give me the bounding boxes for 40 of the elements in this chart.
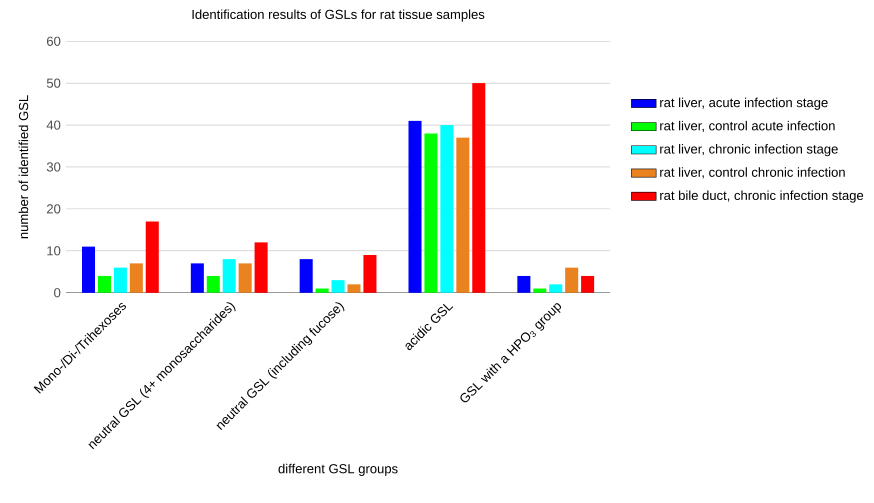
legend-label: rat liver, acute infection stage [660,98,828,110]
bar [130,263,143,293]
y-tick-label: 10 [47,246,60,256]
legend-label: rat bile duct, chronic infection stage [660,190,864,203]
bar [565,268,578,293]
bar [190,263,204,293]
bar [300,259,313,293]
bar [254,242,268,293]
x-axis-title: different GSL groups [278,464,398,476]
bar [206,276,220,293]
chart-title: Identification results of GSLs for rat tissue samples [192,9,484,22]
bar [114,268,127,293]
legend-label: rat liver, control chronic infection [660,167,845,178]
bar [238,263,252,293]
y-axis-title: number of identified GSL [18,95,28,238]
bar [533,288,546,293]
bar [456,138,470,293]
legend-label: rat liver, chronic infection stage [660,144,838,156]
bar [472,83,486,293]
bar [440,125,454,293]
legend-label: rat liver, control acute infection [660,120,835,132]
y-tick-label: 0 [54,288,60,298]
bar [347,284,361,293]
y-tick-label: 60 [47,36,60,46]
bar [82,246,96,293]
bar [316,288,329,293]
bar [408,120,422,293]
y-tick-label: 30 [46,162,60,172]
bar [517,276,530,293]
y-tick-label: 20 [47,204,60,214]
y-tick-label: 40 [46,120,60,130]
bar [332,280,345,293]
bar [98,276,111,293]
bar [424,133,438,293]
bar [363,255,376,293]
bar [549,284,562,293]
bar [222,259,236,293]
y-tick-label: 50 [46,78,60,88]
bar [581,276,594,293]
bar [146,221,159,293]
